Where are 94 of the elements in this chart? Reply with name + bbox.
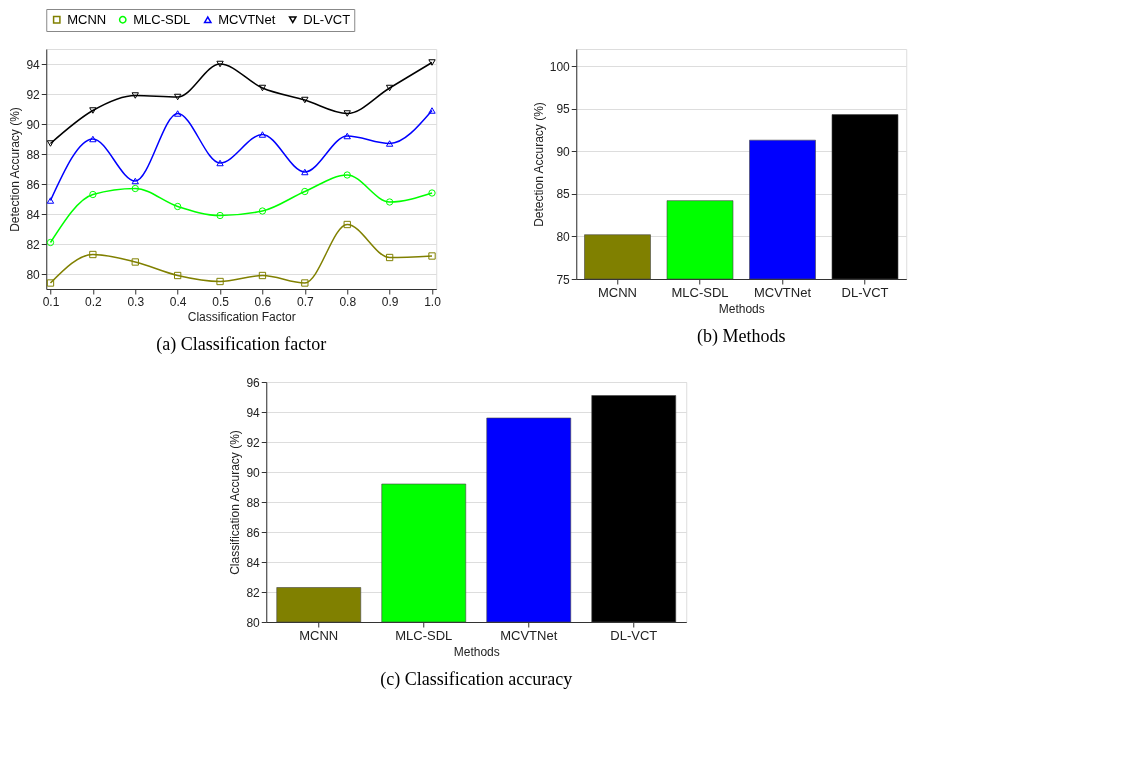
x-axis-title: Methods bbox=[453, 644, 500, 659]
x-tick-label: MLC-SDL bbox=[395, 627, 453, 643]
point bbox=[174, 202, 182, 211]
y-tick-label: 85 bbox=[556, 187, 571, 202]
legend-label: MLC-SDL bbox=[133, 11, 191, 27]
point bbox=[301, 168, 309, 176]
y-tick-label: 90 bbox=[246, 465, 261, 480]
point bbox=[343, 171, 351, 179]
y-tick-label: 82 bbox=[26, 237, 41, 252]
point bbox=[174, 93, 182, 101]
y-tick-label: 84 bbox=[246, 555, 261, 570]
y-tick-label: 90 bbox=[556, 144, 571, 159]
point bbox=[46, 197, 55, 204]
point bbox=[46, 279, 55, 287]
point bbox=[343, 110, 351, 117]
point bbox=[428, 252, 436, 260]
point bbox=[216, 159, 224, 167]
point bbox=[216, 211, 224, 220]
y-tick-label: 80 bbox=[246, 615, 261, 630]
y-axis-title: Classification Accuracy (%) bbox=[228, 430, 243, 575]
point bbox=[89, 190, 97, 199]
text: (a) Classification factor bbox=[156, 334, 327, 355]
point bbox=[385, 140, 394, 147]
y-tick-label: 82 bbox=[246, 585, 261, 600]
point bbox=[174, 271, 182, 280]
x-axis-title: Classification Factor bbox=[187, 309, 296, 324]
x-tick-label: 0.5 bbox=[212, 294, 230, 309]
x-tick-label: MCNN bbox=[598, 284, 637, 300]
x-tick-label: 0.7 bbox=[296, 294, 314, 309]
y-tick-label: 94 bbox=[26, 57, 41, 72]
x-tick-label: 0.9 bbox=[381, 294, 399, 309]
point bbox=[385, 198, 394, 206]
point bbox=[343, 220, 351, 229]
point bbox=[301, 96, 309, 104]
y-tick-label: 88 bbox=[246, 495, 261, 510]
point bbox=[258, 271, 267, 280]
point bbox=[258, 207, 267, 215]
y-tick-label: 86 bbox=[246, 525, 261, 540]
x-tick-label: 1.0 bbox=[424, 294, 442, 309]
y-tick-label: 80 bbox=[556, 229, 571, 244]
point bbox=[131, 184, 139, 193]
point bbox=[258, 131, 267, 138]
point bbox=[428, 107, 436, 114]
y-tick-label: 96 bbox=[246, 375, 261, 390]
point bbox=[174, 110, 182, 117]
y-tick-label: 95 bbox=[556, 102, 571, 117]
text: (c) Classification accuracy bbox=[380, 669, 573, 690]
point bbox=[216, 60, 224, 68]
x-tick-label: MCVTNet bbox=[753, 284, 812, 300]
x-tick-label: 0.8 bbox=[339, 294, 357, 309]
point bbox=[131, 258, 139, 266]
point bbox=[428, 59, 436, 66]
x-tick-label: DL-VCT bbox=[610, 627, 658, 643]
point bbox=[428, 189, 436, 197]
y-tick-label: 100 bbox=[549, 59, 571, 74]
point bbox=[46, 238, 55, 247]
x-tick-label: 0.3 bbox=[127, 294, 145, 309]
point bbox=[258, 84, 267, 92]
x-axis-title: Methods bbox=[718, 301, 765, 316]
y-axis-title: Detection Accuracy (%) bbox=[8, 107, 23, 232]
point bbox=[131, 177, 139, 185]
x-tick-label: MCVTNet bbox=[500, 627, 558, 643]
y-tick-label: 88 bbox=[26, 147, 41, 162]
y-tick-label: 75 bbox=[556, 272, 571, 287]
x-tick-label: 0.2 bbox=[85, 294, 103, 309]
point bbox=[89, 250, 97, 259]
x-tick-label: 0.6 bbox=[254, 294, 272, 309]
point bbox=[301, 187, 309, 196]
x-tick-label: 0.4 bbox=[169, 294, 187, 309]
x-tick-label: DL-VCT bbox=[841, 284, 889, 300]
x-tick-label: MCNN bbox=[299, 627, 339, 643]
point bbox=[385, 253, 394, 262]
y-tick-label: 84 bbox=[26, 207, 41, 222]
y-tick-label: 94 bbox=[246, 405, 261, 420]
point bbox=[301, 279, 309, 287]
point bbox=[343, 132, 351, 140]
point bbox=[216, 277, 224, 286]
point bbox=[385, 84, 394, 92]
x-tick-label: 0.1 bbox=[42, 294, 60, 309]
point bbox=[46, 140, 55, 147]
legend-label: MCNN bbox=[67, 11, 107, 27]
legend-label: DL-VCT bbox=[303, 11, 351, 27]
y-tick-label: 90 bbox=[26, 117, 41, 132]
y-tick-label: 92 bbox=[246, 435, 261, 450]
point bbox=[131, 92, 139, 99]
x-tick-label: MLC-SDL bbox=[671, 284, 729, 300]
y-axis-title: Detection Accuracy (%) bbox=[531, 102, 546, 227]
point bbox=[89, 135, 97, 143]
legend-label: MCVTNet bbox=[218, 11, 276, 27]
point bbox=[89, 107, 97, 114]
y-tick-label: 86 bbox=[26, 177, 41, 192]
text: (b) Methods bbox=[697, 326, 786, 347]
y-tick-label: 80 bbox=[26, 267, 41, 282]
y-tick-label: 92 bbox=[26, 87, 41, 102]
